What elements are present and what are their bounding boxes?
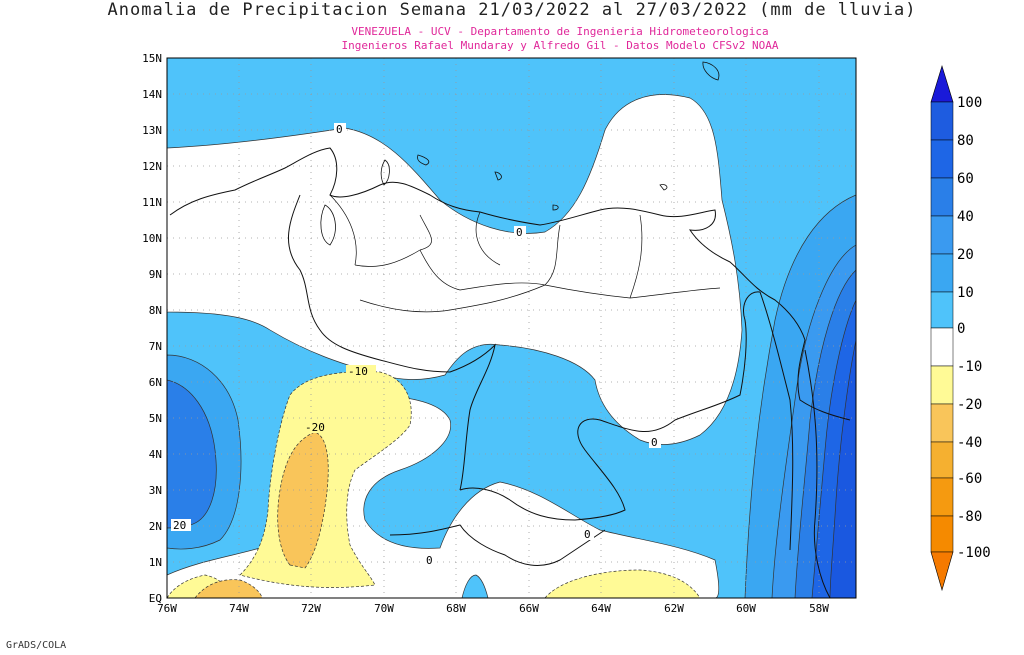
lat-label: 9N <box>149 268 162 281</box>
lon-label: 64W <box>591 602 611 615</box>
coastline <box>169 147 851 421</box>
legend-label: -40 <box>957 435 982 451</box>
lat-label: 11N <box>142 196 162 209</box>
map-frame <box>166 57 857 599</box>
positive-80-east <box>829 339 856 598</box>
contour-label: 0 <box>516 226 523 239</box>
border-colombia-venezuela <box>287 194 496 491</box>
contour-label: 20 <box>173 519 186 532</box>
lat-label: 4N <box>149 448 162 461</box>
negative-20-region <box>277 431 329 569</box>
lon-label: 70W <box>374 602 394 615</box>
lat-label: EQ <box>149 592 162 605</box>
legend-top-arrow <box>930 64 954 103</box>
legend-swatch-neg40-neg20 <box>930 403 954 443</box>
legend-label: -20 <box>957 397 982 413</box>
contour-label: 0 <box>336 123 343 136</box>
color-legend: 100 80 60 40 20 10 0 -10 -20 -40 -60 -80… <box>930 64 991 592</box>
legend-swatch-neg20-neg10 <box>930 365 954 405</box>
legend-swatch-0-10 <box>930 291 954 329</box>
lat-label: 8N <box>149 304 162 317</box>
coastlines-borders <box>169 61 851 598</box>
legend-swatch-40-60 <box>930 177 954 217</box>
lake-maracaibo <box>320 204 336 246</box>
state-boundaries <box>329 194 721 313</box>
legend-label: 0 <box>957 321 965 337</box>
lon-label: 58W <box>809 602 829 615</box>
legend-swatch-neg60-neg40 <box>930 441 954 479</box>
border-venezuela-brazil <box>459 291 761 521</box>
border-guyana-suriname <box>759 291 831 598</box>
lat-label: 14N <box>142 88 162 101</box>
legend-swatch-80-100 <box>930 101 954 141</box>
subtitle-line-1: VENEZUELA - UCV - Departamento de Ingeni… <box>351 25 769 38</box>
legend-label: 10 <box>957 285 974 301</box>
contour-labels: 0 0 0 0 0 -10 -20 20 <box>171 123 661 567</box>
map-title: Anomalia de Precipitacion Semana 21/03/2… <box>107 0 917 20</box>
legend-swatch-neg80-neg60 <box>930 477 954 517</box>
legend-label: -60 <box>957 471 982 487</box>
positive-spot-south <box>461 574 489 598</box>
lat-label: 3N <box>149 484 162 497</box>
lon-label: 66W <box>519 602 539 615</box>
lat-label: 13N <box>142 124 162 137</box>
contour-label: 0 <box>651 436 658 449</box>
lon-label: 72W <box>301 602 321 615</box>
contour-label: 0 <box>426 554 433 567</box>
legend-label: 60 <box>957 171 974 187</box>
legend-label: -80 <box>957 509 982 525</box>
legend-label: -100 <box>957 545 991 561</box>
lat-label: 2N <box>149 520 162 533</box>
lat-label: 6N <box>149 376 162 389</box>
legend-swatch-20-40 <box>930 215 954 255</box>
lon-label: 74W <box>229 602 249 615</box>
legend-swatch-10-20 <box>930 253 954 293</box>
lat-label: 15N <box>142 52 162 65</box>
legend-label: 80 <box>957 133 974 149</box>
contour-label: -20 <box>305 421 325 434</box>
negative-20-region-south <box>194 579 263 598</box>
lat-label: 10N <box>142 232 162 245</box>
lat-label: 5N <box>149 412 162 425</box>
contour-label: 0 <box>584 528 591 541</box>
lon-label: 76W <box>157 602 177 615</box>
legend-swatch-60-80 <box>930 139 954 179</box>
map-plot <box>167 58 856 598</box>
legend-label: 100 <box>957 95 982 111</box>
lon-label: 60W <box>736 602 756 615</box>
negative-10-region-south <box>544 569 701 598</box>
legend-bottom-arrow <box>930 551 954 592</box>
legend-label: 20 <box>957 247 974 263</box>
lat-label: 7N <box>149 340 162 353</box>
gridlines <box>167 58 856 598</box>
legend-swatch-neg10-0 <box>930 327 954 367</box>
grads-credit: GrADS/COLA <box>6 640 67 651</box>
latitude-labels: 15N 14N 13N 12N 11N 10N 9N 8N 7N 6N 5N 4… <box>142 52 162 605</box>
legend-label: -10 <box>957 359 982 375</box>
longitude-labels: 76W 74W 72W 70W 68W 66W 64W 62W 60W 58W <box>157 602 829 615</box>
lat-label: 12N <box>142 160 162 173</box>
legend-label: 40 <box>957 209 974 225</box>
islands <box>380 61 720 211</box>
subtitle-line-2: Ingenieros Rafael Mundaray y Alfredo Gil… <box>341 39 779 52</box>
white-anomaly-region <box>167 94 743 445</box>
lon-label: 68W <box>446 602 466 615</box>
legend-swatch-neg100-neg80 <box>930 515 954 553</box>
contour-label: -10 <box>348 365 368 378</box>
lat-label: 1N <box>149 556 162 569</box>
lon-label: 62W <box>664 602 684 615</box>
border-brazil-south <box>389 524 606 566</box>
